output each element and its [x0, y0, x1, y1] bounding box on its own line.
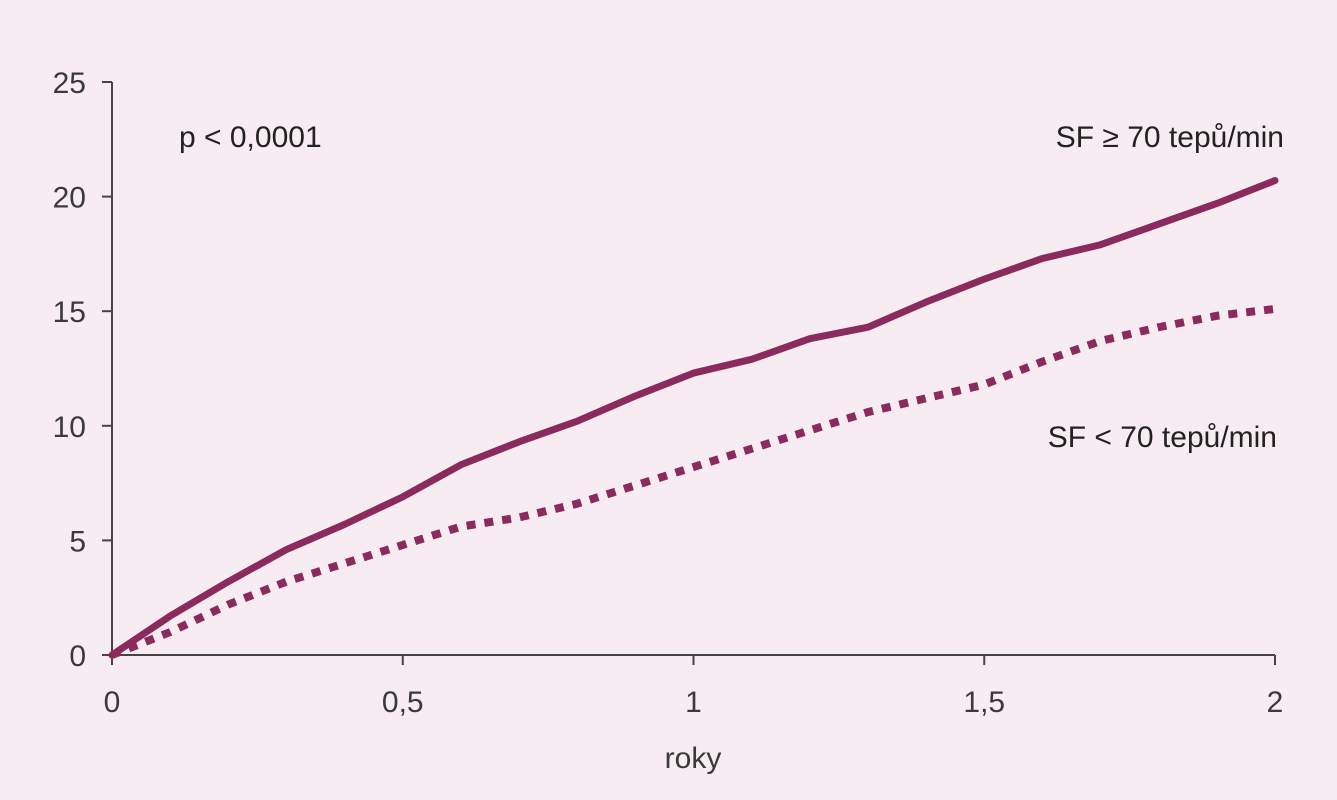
x-tick-label: 0,5	[382, 686, 424, 719]
y-tick-label: 20	[53, 182, 86, 215]
x-tick-label: 1,5	[963, 686, 1005, 719]
series-label-low: SF < 70 tepů/min	[1048, 421, 1277, 454]
series-label-high: SF ≥ 70 tepů/min	[1056, 121, 1284, 154]
series-layer	[108, 177, 1279, 659]
series-line-low	[110, 304, 1276, 659]
y-tick-label: 5	[69, 525, 86, 558]
axes	[111, 82, 1275, 656]
y-tick-label: 15	[53, 296, 86, 329]
y-tick-label: 25	[53, 67, 86, 100]
series-line-high	[108, 177, 1279, 659]
y-tick-label: 10	[53, 411, 86, 444]
p-value-annotation: p < 0,0001	[179, 121, 322, 154]
y-tick-label: 0	[69, 640, 86, 673]
x-tick-label: 1	[685, 686, 702, 719]
x-axis-label: roky	[665, 742, 722, 775]
x-tick-label: 0	[104, 686, 121, 719]
y-ticks: 0 5 10 15 20 25	[53, 67, 112, 673]
x-tick-label: 2	[1267, 686, 1284, 719]
x-ticks: 0 0,5 1 1,5 2	[104, 655, 1284, 719]
